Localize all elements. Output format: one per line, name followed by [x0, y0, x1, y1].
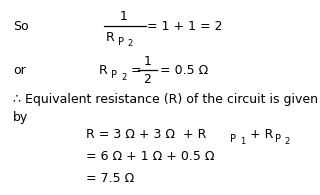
Text: ∴ Equivalent resistance (R) of the circuit is given: ∴ Equivalent resistance (R) of the circu…: [13, 93, 318, 106]
Text: = 1 + 1 = 2: = 1 + 1 = 2: [147, 20, 223, 33]
Text: R: R: [99, 64, 108, 77]
Text: 2: 2: [284, 137, 289, 146]
Text: P: P: [230, 134, 236, 144]
Text: = 0.5 Ω: = 0.5 Ω: [160, 64, 208, 77]
Text: or: or: [13, 64, 26, 77]
Text: 1: 1: [119, 10, 127, 23]
Text: P: P: [111, 70, 117, 80]
Text: 1: 1: [240, 137, 245, 146]
Text: R = 3 Ω + 3 Ω  + R: R = 3 Ω + 3 Ω + R: [86, 128, 207, 141]
Text: R: R: [106, 31, 114, 43]
Text: So: So: [13, 20, 28, 33]
Text: 2: 2: [121, 73, 126, 82]
Text: =: =: [131, 64, 141, 77]
Text: 2: 2: [127, 39, 132, 48]
Text: = 6 Ω + 1 Ω + 0.5 Ω: = 6 Ω + 1 Ω + 0.5 Ω: [86, 151, 215, 163]
Text: by: by: [13, 111, 28, 123]
Text: P: P: [118, 37, 124, 47]
Text: 2: 2: [143, 74, 151, 86]
Text: P: P: [275, 134, 281, 144]
Text: = 7.5 Ω: = 7.5 Ω: [86, 172, 135, 185]
Text: + R: + R: [250, 128, 273, 141]
Text: 1: 1: [143, 55, 151, 68]
